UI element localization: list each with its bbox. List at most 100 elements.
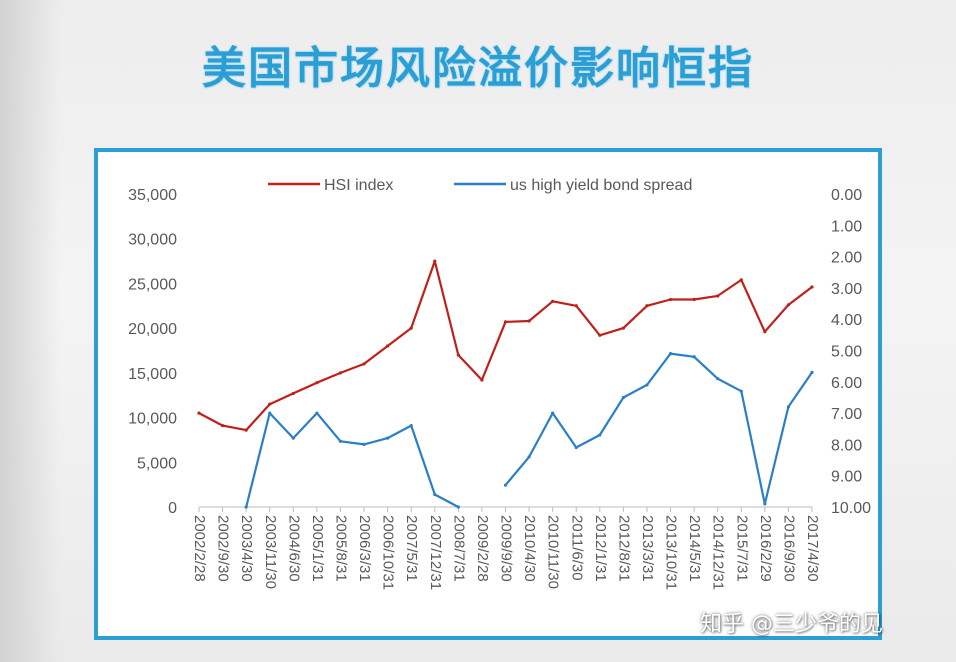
- x-tick-label: 2003/4/30: [238, 515, 255, 582]
- data-point: [291, 436, 295, 440]
- x-tick-label: 2016/9/30: [780, 515, 797, 582]
- data-point: [621, 395, 625, 400]
- y-left-tick-label: 20,000: [128, 321, 177, 338]
- data-point: [362, 442, 366, 446]
- data-point: [598, 333, 602, 337]
- x-tick-label: 2014/12/31: [710, 515, 727, 590]
- x-tick-label: 2002/9/30: [215, 515, 232, 582]
- data-point: [386, 436, 390, 440]
- x-tick-label: 2004/6/30: [285, 515, 302, 582]
- data-point: [551, 411, 555, 415]
- x-tick-label: 2009/2/28: [474, 515, 491, 582]
- data-point: [456, 353, 460, 357]
- x-tick-label: 2006/3/31: [356, 515, 373, 582]
- data-point: [315, 411, 319, 415]
- data-point: [338, 439, 343, 443]
- data-point: [716, 377, 720, 381]
- data-point: [244, 505, 248, 509]
- data-point: [621, 326, 625, 330]
- y-left-tick-label: 25,000: [128, 276, 177, 293]
- x-tick-label: 2005/8/31: [332, 515, 349, 582]
- y-right-tick-label: 7.00: [831, 406, 862, 423]
- data-point: [763, 502, 767, 506]
- x-tick-label: 2012/1/31: [592, 515, 609, 582]
- y-right-tick-label: 4.00: [831, 312, 862, 329]
- data-point: [527, 455, 531, 459]
- chart-svg: 35,000 30,000 25,000 20,000 15,000 10,000 5,00…: [128, 177, 871, 590]
- data-point: [268, 411, 272, 415]
- series-line-hsi-index: [198, 260, 813, 432]
- y-right-tick-label: 1.00: [831, 218, 862, 235]
- x-tick-label: 2010/4/30: [521, 515, 538, 582]
- data-point: [786, 303, 791, 307]
- x-tick-label: 2006/10/31: [380, 515, 397, 590]
- data-point: [456, 505, 460, 509]
- legend-label: HSI index: [324, 177, 393, 194]
- data-point: [810, 370, 814, 375]
- data-point: [433, 492, 437, 497]
- x-tick-label: 2014/5/31: [686, 515, 703, 582]
- data-point: [386, 344, 390, 348]
- data-point: [197, 411, 201, 415]
- y-right-tick-label: 9.00: [831, 469, 862, 486]
- data-point: [574, 304, 578, 308]
- data-point: [716, 294, 720, 298]
- x-tick-label: 2008/7/31: [450, 515, 467, 582]
- data-point: [409, 424, 413, 428]
- data-point: [645, 304, 649, 308]
- data-point: [763, 330, 767, 334]
- data-point: [692, 355, 696, 359]
- data-point: [362, 362, 366, 366]
- x-tick-label: 2013/3/31: [639, 515, 656, 582]
- data-point: [598, 433, 602, 437]
- data-point: [574, 445, 578, 450]
- data-point: [739, 389, 743, 393]
- data-point: [810, 285, 814, 289]
- legend-label: us high yield bond spread: [510, 177, 692, 194]
- x-tick-label: 2009/9/30: [498, 515, 515, 582]
- y-right-tick-label: 10.00: [831, 500, 871, 517]
- x-tick-label: 2003/11/30: [262, 515, 279, 589]
- data-point: [409, 326, 413, 330]
- y-right-tick-label: 3.00: [831, 281, 862, 298]
- y-left-tick-label: 0: [168, 500, 177, 517]
- data-point: [739, 278, 743, 282]
- x-tick-label: 2017/4/30: [804, 515, 821, 582]
- watermark: 知乎 @三少爷的见: [700, 612, 883, 637]
- y-right-tick-label: 8.00: [831, 437, 862, 454]
- slide-title: 美国市场风险溢价影响恒指: [202, 43, 754, 94]
- slide-edge-shadow: [0, 0, 60, 662]
- data-point: [315, 381, 319, 385]
- y-left-tick-label: 15,000: [128, 366, 177, 383]
- data-point: [291, 391, 295, 396]
- y-left-tick-label: 35,000: [128, 187, 177, 204]
- series-line-us-high-yield-bond-spread: [245, 352, 813, 508]
- data-point: [668, 352, 673, 356]
- data-point: [268, 402, 272, 406]
- y-right-tick-label: 5.00: [831, 344, 862, 361]
- data-point: [338, 371, 343, 375]
- y-right-tick-label: 2.00: [831, 250, 862, 267]
- y-right-tick-label: 6.00: [831, 375, 862, 392]
- data-point: [645, 383, 649, 387]
- x-tick-label: 2005/1/31: [309, 515, 326, 582]
- x-tick-label: 2013/10/31: [663, 515, 680, 590]
- data-point: [551, 299, 555, 303]
- y-left-tick-label: 5,000: [137, 455, 177, 472]
- x-tick-label: 2016/2/29: [757, 515, 774, 582]
- x-tick-label: 2002/2/28: [191, 515, 208, 582]
- x-tick-label: 2011/6/30: [568, 515, 585, 581]
- x-tick-label: 2015/7/31: [733, 515, 750, 582]
- data-point: [692, 297, 696, 302]
- data-point: [503, 320, 508, 324]
- data-point: [220, 424, 225, 428]
- x-tick-label: 2007/12/31: [427, 515, 444, 590]
- x-tick-label: 2012/8/31: [615, 515, 632, 582]
- data-point: [527, 319, 531, 323]
- data-point: [786, 405, 791, 409]
- chart-frame: 35,000 30,000 25,000 20,000 15,000 10,000 5,00…: [94, 148, 882, 640]
- data-point: [244, 428, 248, 432]
- data-point: [503, 483, 508, 487]
- data-point: [668, 297, 673, 302]
- data-point: [433, 259, 437, 263]
